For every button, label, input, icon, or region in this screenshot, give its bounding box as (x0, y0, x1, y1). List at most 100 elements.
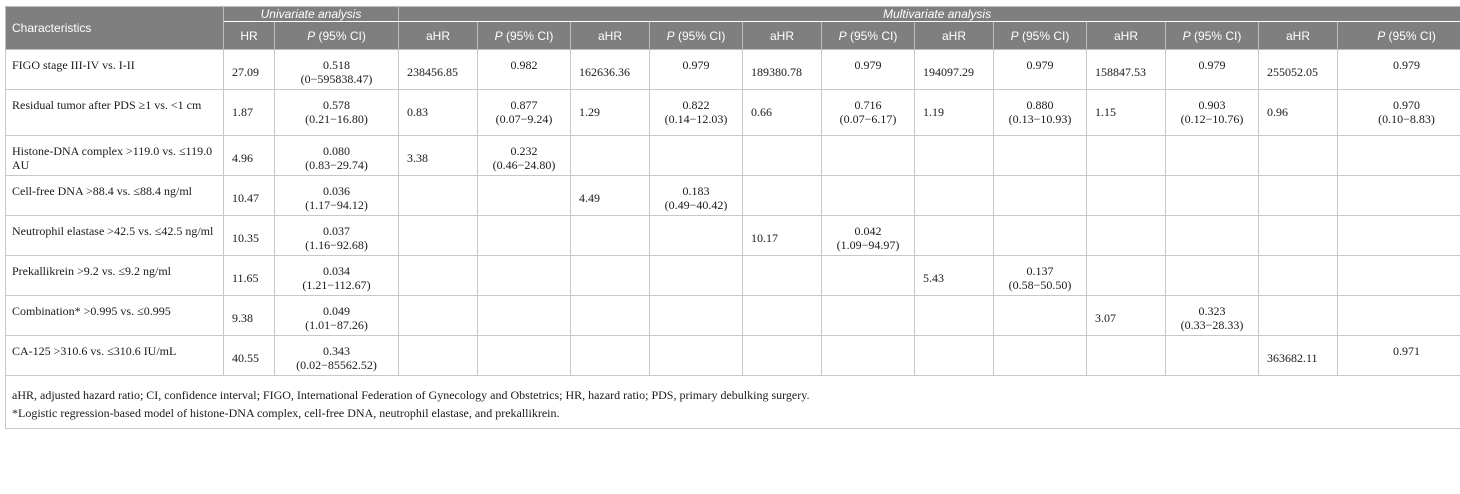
p-value-cell: 0.982 (477, 49, 571, 90)
footnotes: aHR, adjusted hazard ratio; CI, confiden… (4, 375, 1460, 429)
p-ci-column-header: P (95% CI) (274, 21, 399, 50)
p-value-cell (1336, 255, 1460, 296)
p-value-cell (1336, 135, 1460, 176)
p-ci-column-header: P (95% CI) (1336, 21, 1460, 50)
confidence-interval: (1.21−112.67) (302, 278, 371, 292)
confidence-interval: (0.58−50.50) (1008, 278, 1072, 292)
p-value: 0.137 (1026, 264, 1054, 278)
p-ci-column-header: P (95% CI) (821, 21, 915, 50)
p-value-cell: 0.822 (0.14−12.03) (649, 89, 743, 136)
p-value-cell: 0.979 (1336, 49, 1460, 90)
p-value-cell: 0.232 (0.46−24.80) (477, 135, 571, 176)
row-characteristic: CA-125 >310.6 vs. ≤310.6 IU/mL (5, 335, 224, 376)
hazard-ratio-cell (742, 255, 822, 296)
p-value: 0.323 (1198, 304, 1226, 318)
p-value-cell: 0.034 (1.21−112.67) (274, 255, 399, 296)
table-row: Neutrophil elastase >42.5 vs. ≤42.5 ng/m… (5, 215, 1460, 256)
row-characteristic: Residual tumor after PDS ≥1 vs. <1 cm (5, 89, 224, 136)
hr-column-header: HR (223, 21, 275, 50)
hazard-ratio-cell: 4.49 (570, 175, 650, 216)
footnote: aHR, adjusted hazard ratio; CI, confiden… (12, 388, 810, 402)
p-value-cell (993, 175, 1087, 216)
p-value-cell: 0.877 (0.07−9.24) (477, 89, 571, 136)
hazard-ratio-cell (570, 255, 650, 296)
p-value: 0.880 (1026, 98, 1054, 112)
hazard-ratio-cell (570, 295, 650, 336)
hazard-ratio-cell: 238456.85 (398, 49, 478, 90)
multivariate-header: Multivariate analysis (397, 6, 1460, 22)
table-row: Combination* >0.995 vs. ≤0.995 9.38 0.049(… (5, 295, 1460, 336)
confidence-interval: (0.12−10.76) (1180, 112, 1244, 126)
p-value-cell (649, 215, 743, 256)
hazard-ratio-cell (1258, 135, 1338, 176)
p-value-cell (1165, 335, 1259, 376)
univariate-header: Univariate analysis (223, 6, 399, 22)
hazard-ratio-cell: 1.19 (914, 89, 994, 136)
hazard-ratio-cell (1258, 175, 1338, 216)
row-characteristic: FIGO stage III-IV vs. I-II (5, 49, 224, 90)
p-ci-column-header: P (95% CI) (649, 21, 743, 50)
table-row: FIGO stage III-IV vs. I-II 27.09 0.518 (0−5… (5, 49, 1460, 90)
hazard-ratio-cell (398, 255, 478, 296)
confidence-interval: (0.02−85562.52) (296, 358, 377, 372)
hazard-ratio-cell (742, 175, 822, 216)
hazard-ratio-cell: 194097.29 (914, 49, 994, 90)
confidence-interval: (0.07−6.17) (839, 112, 897, 126)
hazard-ratio-cell: 1.29 (570, 89, 650, 136)
hazard-ratio-cell: 3.07 (1086, 295, 1166, 336)
confidence-interval: (1.09−94.97) (836, 238, 900, 252)
p-value: 0.080 (323, 144, 350, 158)
hr-column-header: aHR (742, 21, 822, 50)
p-value-cell: 0.578 (0.21−16.80) (274, 89, 399, 136)
hazard-ratio-cell (1086, 255, 1166, 296)
hazard-ratio-cell (398, 215, 478, 256)
results-table: Characteristics Univariate analysis Mult… (4, 6, 1460, 429)
p-value: 0.518 (323, 58, 350, 72)
p-value: 0.034 (323, 264, 350, 278)
p-value: 0.979 (682, 58, 710, 72)
p-value-cell (477, 335, 571, 376)
hr-column-header: aHR (1086, 21, 1166, 50)
hazard-ratio-cell (914, 335, 994, 376)
confidence-interval: (1.17−94.12) (305, 198, 368, 212)
p-value-cell: 0.979 (649, 49, 743, 90)
characteristics-header: Characteristics (5, 6, 224, 50)
hazard-ratio-cell: 162636.36 (570, 49, 650, 90)
hazard-ratio-cell: 9.38 (223, 295, 275, 336)
p-value: 0.979 (1198, 58, 1226, 72)
hazard-ratio-cell: 0.96 (1258, 89, 1338, 136)
hazard-ratio-cell: 11.65 (223, 255, 275, 296)
p-value-cell (649, 255, 743, 296)
p-ci-column-header: P (95% CI) (1165, 21, 1259, 50)
hazard-ratio-cell: 255052.05 (1258, 49, 1338, 90)
p-value-cell (649, 335, 743, 376)
p-value: 0.979 (1393, 58, 1421, 72)
confidence-interval: (0.13−10.93) (1008, 112, 1072, 126)
hazard-ratio-cell (1086, 135, 1166, 176)
confidence-interval: (1.16−92.68) (305, 238, 368, 252)
p-value-cell (1165, 215, 1259, 256)
confidence-interval: (1.01−87.26) (305, 318, 368, 332)
hazard-ratio-cell: 40.55 (223, 335, 275, 376)
hazard-ratio-cell (742, 135, 822, 176)
p-value: 0.979 (854, 58, 882, 72)
table-row: CA-125 >310.6 vs. ≤310.6 IU/mL 40.55 0.343… (5, 335, 1460, 376)
hazard-ratio-cell: 3.38 (398, 135, 478, 176)
p-value-cell: 0.080 (0.83−29.74) (274, 135, 399, 176)
p-value-cell (649, 135, 743, 176)
p-value-cell (993, 335, 1087, 376)
hazard-ratio-cell (1258, 255, 1338, 296)
table-row: Cell-free DNA >88.4 vs. ≤88.4 ng/ml 10.47… (5, 175, 1460, 216)
p-value: 0.042 (854, 224, 882, 238)
hazard-ratio-cell (914, 135, 994, 176)
p-ci-column-header: P (95% CI) (993, 21, 1087, 50)
p-value: 0.970 (1393, 98, 1421, 112)
p-value: 0.971 (1393, 344, 1421, 358)
p-value-cell (477, 215, 571, 256)
hr-column-header: aHR (570, 21, 650, 50)
hazard-ratio-cell (398, 335, 478, 376)
p-value-cell: 0.979 (821, 49, 915, 90)
p-value: 0.343 (323, 344, 350, 358)
p-value-cell (477, 255, 571, 296)
p-value: 0.049 (323, 304, 350, 318)
